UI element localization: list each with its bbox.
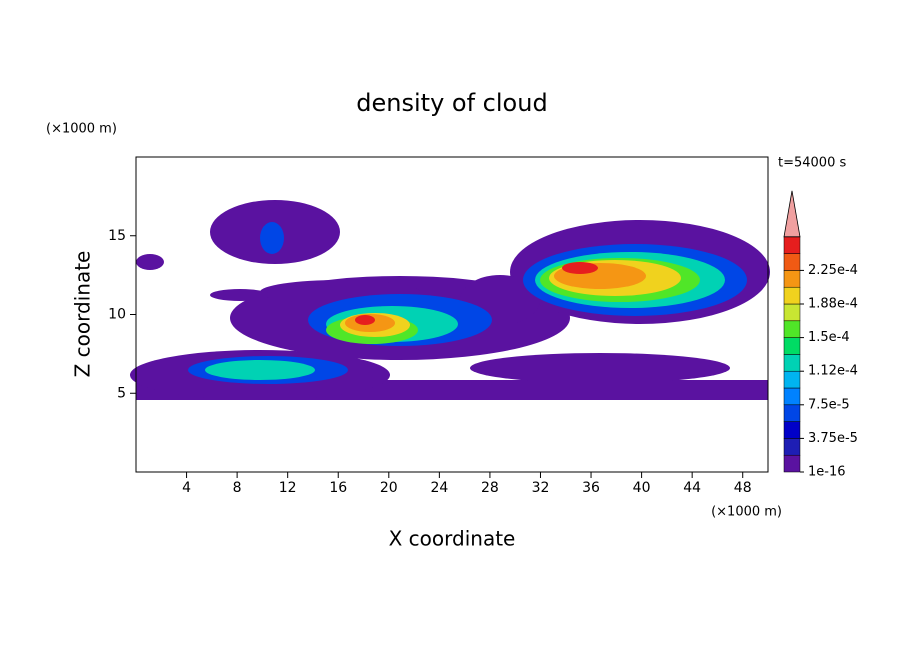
x-tick-label: 44	[683, 480, 701, 496]
y-tick-label: 10	[108, 307, 126, 323]
x-tick-label: 48	[734, 480, 752, 496]
colorbar-box	[783, 253, 801, 271]
colorbar-box	[783, 438, 801, 456]
y-tick-label: 15	[108, 228, 126, 244]
colorbar-box	[783, 354, 801, 372]
colorbar-label: 1.88e-4	[808, 297, 858, 312]
x-tick-label: 28	[481, 480, 499, 496]
cloud-region	[136, 254, 164, 270]
y-tick-label: 5	[117, 385, 126, 401]
y-axis-label: Z coordinate	[71, 251, 95, 378]
colorbar-label: 2.25e-4	[808, 263, 858, 278]
cloud-region	[562, 262, 598, 274]
colorbar-box	[783, 387, 801, 406]
colorbar-box	[783, 370, 801, 389]
chart-title: density of cloud	[356, 89, 547, 117]
cloud-region	[260, 222, 284, 254]
x-tick-label: 4	[182, 480, 191, 496]
cloud-region	[355, 315, 375, 325]
colorbar-label: 1e-16	[808, 465, 846, 480]
colorbar-label: 1.5e-4	[808, 330, 850, 345]
colorbar-box	[783, 270, 801, 288]
x-tick-label: 36	[582, 480, 600, 496]
cloud-region	[210, 289, 270, 301]
colorbar-box	[783, 236, 801, 254]
x-axis-label: X coordinate	[389, 527, 516, 551]
x-tick-label: 16	[329, 480, 347, 496]
y-unit: (×1000 m)	[46, 122, 117, 137]
x-tick-label: 24	[430, 480, 448, 496]
x-tick-label: 12	[279, 480, 297, 496]
contour-field	[130, 200, 770, 400]
colorbar-label: 1.12e-4	[808, 364, 858, 379]
cloud-region	[205, 360, 315, 380]
x-tick-label: 32	[532, 480, 550, 496]
x-unit: (×1000 m)	[711, 505, 782, 520]
colorbar-box	[783, 404, 801, 422]
colorbar-box	[783, 286, 801, 305]
x-tick-label: 8	[233, 480, 242, 496]
cloud-region	[470, 353, 730, 383]
colorbar-box	[783, 421, 801, 439]
colorbar-box	[783, 337, 801, 355]
x-tick-label: 20	[380, 480, 398, 496]
colorbar-extend	[783, 190, 801, 238]
colorbar-box	[783, 303, 801, 322]
colorbar-box	[783, 454, 801, 473]
colorbar-box	[783, 320, 801, 338]
colorbar-label: 3.75e-5	[808, 431, 858, 446]
time-label: t=54000 s	[778, 156, 846, 171]
x-tick-label: 40	[633, 480, 651, 496]
colorbar-label: 7.5e-5	[808, 397, 850, 412]
